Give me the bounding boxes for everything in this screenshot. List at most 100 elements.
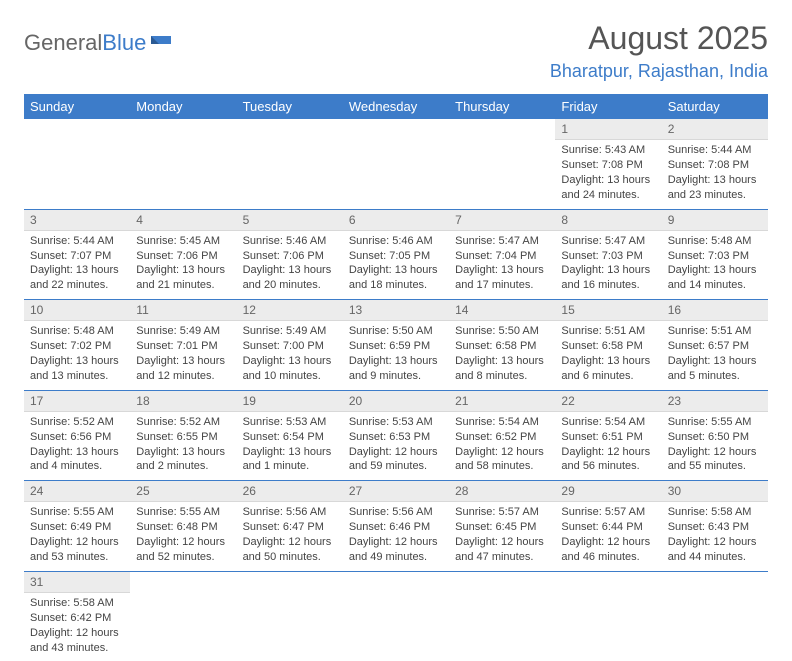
calendar-day-cell xyxy=(555,571,661,661)
day-body: Sunrise: 5:44 AMSunset: 7:08 PMDaylight:… xyxy=(662,140,768,208)
day-body: Sunrise: 5:53 AMSunset: 6:54 PMDaylight:… xyxy=(237,412,343,480)
weekday-header: Tuesday xyxy=(237,94,343,119)
month-title: August 2025 xyxy=(550,20,768,57)
logo-text-blue: Blue xyxy=(102,30,146,56)
calendar-body: 1Sunrise: 5:43 AMSunset: 7:08 PMDaylight… xyxy=(24,119,768,661)
day-body: Sunrise: 5:52 AMSunset: 6:55 PMDaylight:… xyxy=(130,412,236,480)
weekday-header: Monday xyxy=(130,94,236,119)
location: Bharatpur, Rajasthan, India xyxy=(550,61,768,82)
day-body: Sunrise: 5:57 AMSunset: 6:45 PMDaylight:… xyxy=(449,502,555,570)
day-number: 18 xyxy=(130,391,236,412)
weekday-header: Thursday xyxy=(449,94,555,119)
calendar-day-cell: 25Sunrise: 5:55 AMSunset: 6:48 PMDayligh… xyxy=(130,481,236,572)
day-body: Sunrise: 5:48 AMSunset: 7:03 PMDaylight:… xyxy=(662,231,768,299)
calendar-day-cell: 21Sunrise: 5:54 AMSunset: 6:52 PMDayligh… xyxy=(449,390,555,481)
day-body: Sunrise: 5:58 AMSunset: 6:43 PMDaylight:… xyxy=(662,502,768,570)
calendar-day-cell: 23Sunrise: 5:55 AMSunset: 6:50 PMDayligh… xyxy=(662,390,768,481)
day-number: 9 xyxy=(662,210,768,231)
day-body: Sunrise: 5:54 AMSunset: 6:51 PMDaylight:… xyxy=(555,412,661,480)
day-number: 22 xyxy=(555,391,661,412)
day-number: 1 xyxy=(555,119,661,140)
calendar-day-cell xyxy=(449,119,555,209)
day-body: Sunrise: 5:46 AMSunset: 7:05 PMDaylight:… xyxy=(343,231,449,299)
day-body: Sunrise: 5:57 AMSunset: 6:44 PMDaylight:… xyxy=(555,502,661,570)
day-body: Sunrise: 5:44 AMSunset: 7:07 PMDaylight:… xyxy=(24,231,130,299)
calendar-day-cell: 29Sunrise: 5:57 AMSunset: 6:44 PMDayligh… xyxy=(555,481,661,572)
day-number: 8 xyxy=(555,210,661,231)
day-body: Sunrise: 5:58 AMSunset: 6:42 PMDaylight:… xyxy=(24,593,130,661)
day-number: 30 xyxy=(662,481,768,502)
calendar-day-cell xyxy=(237,119,343,209)
day-body: Sunrise: 5:46 AMSunset: 7:06 PMDaylight:… xyxy=(237,231,343,299)
day-body: Sunrise: 5:52 AMSunset: 6:56 PMDaylight:… xyxy=(24,412,130,480)
day-body: Sunrise: 5:51 AMSunset: 6:58 PMDaylight:… xyxy=(555,321,661,389)
calendar-day-cell: 16Sunrise: 5:51 AMSunset: 6:57 PMDayligh… xyxy=(662,300,768,391)
day-number: 27 xyxy=(343,481,449,502)
weekday-header-row: SundayMondayTuesdayWednesdayThursdayFrid… xyxy=(24,94,768,119)
day-number: 12 xyxy=(237,300,343,321)
day-number: 15 xyxy=(555,300,661,321)
day-number: 23 xyxy=(662,391,768,412)
day-number: 17 xyxy=(24,391,130,412)
day-number: 4 xyxy=(130,210,236,231)
day-body: Sunrise: 5:45 AMSunset: 7:06 PMDaylight:… xyxy=(130,231,236,299)
day-body: Sunrise: 5:43 AMSunset: 7:08 PMDaylight:… xyxy=(555,140,661,208)
calendar-day-cell: 17Sunrise: 5:52 AMSunset: 6:56 PMDayligh… xyxy=(24,390,130,481)
day-body: Sunrise: 5:55 AMSunset: 6:50 PMDaylight:… xyxy=(662,412,768,480)
calendar-day-cell: 28Sunrise: 5:57 AMSunset: 6:45 PMDayligh… xyxy=(449,481,555,572)
calendar-week-row: 10Sunrise: 5:48 AMSunset: 7:02 PMDayligh… xyxy=(24,300,768,391)
weekday-header: Sunday xyxy=(24,94,130,119)
calendar-day-cell: 22Sunrise: 5:54 AMSunset: 6:51 PMDayligh… xyxy=(555,390,661,481)
day-number: 24 xyxy=(24,481,130,502)
calendar-day-cell: 26Sunrise: 5:56 AMSunset: 6:47 PMDayligh… xyxy=(237,481,343,572)
calendar-week-row: 17Sunrise: 5:52 AMSunset: 6:56 PMDayligh… xyxy=(24,390,768,481)
day-body: Sunrise: 5:50 AMSunset: 6:59 PMDaylight:… xyxy=(343,321,449,389)
calendar-day-cell: 10Sunrise: 5:48 AMSunset: 7:02 PMDayligh… xyxy=(24,300,130,391)
calendar-day-cell: 24Sunrise: 5:55 AMSunset: 6:49 PMDayligh… xyxy=(24,481,130,572)
day-body: Sunrise: 5:55 AMSunset: 6:48 PMDaylight:… xyxy=(130,502,236,570)
day-number: 26 xyxy=(237,481,343,502)
day-body: Sunrise: 5:56 AMSunset: 6:47 PMDaylight:… xyxy=(237,502,343,570)
day-number: 2 xyxy=(662,119,768,140)
weekday-header: Saturday xyxy=(662,94,768,119)
day-number: 16 xyxy=(662,300,768,321)
calendar-day-cell: 14Sunrise: 5:50 AMSunset: 6:58 PMDayligh… xyxy=(449,300,555,391)
day-number: 5 xyxy=(237,210,343,231)
day-body: Sunrise: 5:55 AMSunset: 6:49 PMDaylight:… xyxy=(24,502,130,570)
logo-text-general: General xyxy=(24,30,102,56)
calendar-day-cell: 20Sunrise: 5:53 AMSunset: 6:53 PMDayligh… xyxy=(343,390,449,481)
calendar-table: SundayMondayTuesdayWednesdayThursdayFrid… xyxy=(24,94,768,661)
day-number: 29 xyxy=(555,481,661,502)
day-number: 21 xyxy=(449,391,555,412)
day-number: 13 xyxy=(343,300,449,321)
weekday-header: Wednesday xyxy=(343,94,449,119)
calendar-day-cell xyxy=(449,571,555,661)
day-body: Sunrise: 5:50 AMSunset: 6:58 PMDaylight:… xyxy=(449,321,555,389)
day-number: 19 xyxy=(237,391,343,412)
calendar-day-cell xyxy=(24,119,130,209)
calendar-day-cell: 5Sunrise: 5:46 AMSunset: 7:06 PMDaylight… xyxy=(237,209,343,300)
calendar-day-cell: 4Sunrise: 5:45 AMSunset: 7:06 PMDaylight… xyxy=(130,209,236,300)
calendar-day-cell: 30Sunrise: 5:58 AMSunset: 6:43 PMDayligh… xyxy=(662,481,768,572)
calendar-day-cell xyxy=(130,119,236,209)
calendar-day-cell: 3Sunrise: 5:44 AMSunset: 7:07 PMDaylight… xyxy=(24,209,130,300)
day-body: Sunrise: 5:48 AMSunset: 7:02 PMDaylight:… xyxy=(24,321,130,389)
day-number: 6 xyxy=(343,210,449,231)
calendar-day-cell xyxy=(130,571,236,661)
calendar-day-cell: 11Sunrise: 5:49 AMSunset: 7:01 PMDayligh… xyxy=(130,300,236,391)
calendar-day-cell: 31Sunrise: 5:58 AMSunset: 6:42 PMDayligh… xyxy=(24,571,130,661)
day-body: Sunrise: 5:47 AMSunset: 7:04 PMDaylight:… xyxy=(449,231,555,299)
calendar-day-cell: 9Sunrise: 5:48 AMSunset: 7:03 PMDaylight… xyxy=(662,209,768,300)
day-number: 31 xyxy=(24,572,130,593)
day-body: Sunrise: 5:56 AMSunset: 6:46 PMDaylight:… xyxy=(343,502,449,570)
day-number: 20 xyxy=(343,391,449,412)
calendar-day-cell: 7Sunrise: 5:47 AMSunset: 7:04 PMDaylight… xyxy=(449,209,555,300)
day-number: 25 xyxy=(130,481,236,502)
calendar-day-cell xyxy=(343,119,449,209)
day-number: 10 xyxy=(24,300,130,321)
calendar-day-cell: 1Sunrise: 5:43 AMSunset: 7:08 PMDaylight… xyxy=(555,119,661,209)
weekday-header: Friday xyxy=(555,94,661,119)
calendar-day-cell xyxy=(343,571,449,661)
day-number: 11 xyxy=(130,300,236,321)
calendar-day-cell: 12Sunrise: 5:49 AMSunset: 7:00 PMDayligh… xyxy=(237,300,343,391)
